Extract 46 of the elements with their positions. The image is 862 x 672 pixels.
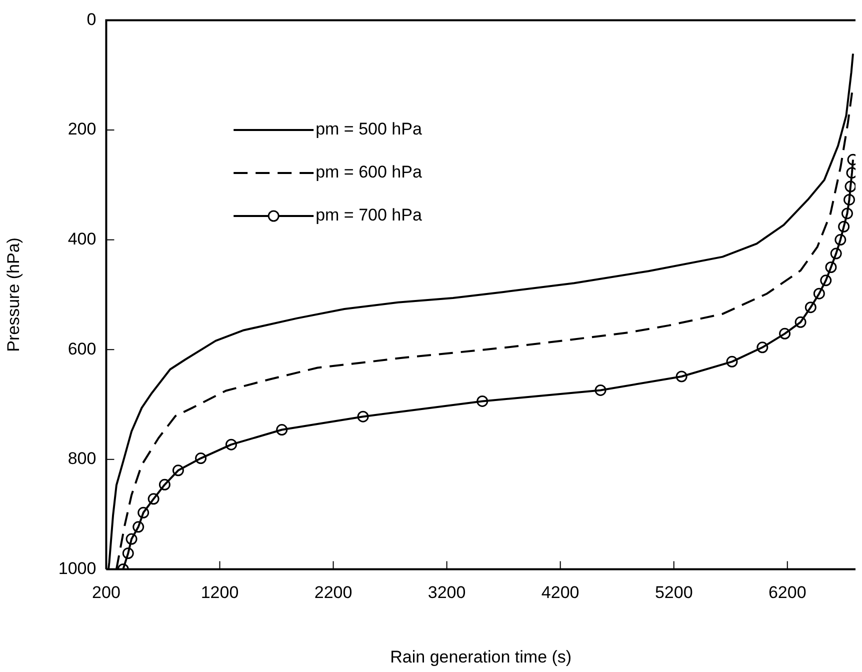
point (158, 478, 170, 490)
x-tick-label: 5200 (654, 583, 693, 602)
point (841, 208, 853, 220)
y-axis-title: Pressure (hPa) (4, 238, 23, 352)
point (844, 194, 856, 206)
point (834, 234, 846, 246)
x-tick-label: 3200 (428, 583, 466, 602)
point (148, 493, 160, 505)
point (838, 220, 850, 232)
point (779, 328, 791, 340)
x-tick-label: 2200 (314, 583, 352, 602)
point (122, 548, 134, 560)
point (172, 464, 184, 476)
point (476, 395, 488, 407)
point (804, 302, 816, 314)
point (844, 180, 856, 192)
x-tick-label: 200 (92, 583, 120, 602)
point (820, 274, 832, 286)
legend-label: pm = 500 hPa (316, 120, 422, 139)
x-tick-label: 6200 (768, 583, 806, 602)
point (794, 316, 806, 328)
legend-label: pm = 600 hPa (316, 162, 422, 182)
point (126, 533, 138, 545)
point (138, 506, 150, 518)
y-tick-label: 200 (68, 120, 96, 139)
point (726, 356, 738, 368)
point (132, 521, 144, 533)
y-tick-label: 600 (68, 339, 96, 358)
point (195, 452, 207, 464)
point (830, 248, 842, 260)
y-tick-label: 0 (86, 10, 96, 29)
point (594, 384, 606, 396)
point (756, 342, 768, 354)
x-tick-label: 1200 (200, 583, 239, 602)
y-tick-label: 1000 (58, 558, 96, 578)
point (676, 370, 688, 382)
x-tick-label: 4200 (541, 583, 580, 602)
legend-label: pm = 700 hPa (316, 206, 422, 225)
point (825, 262, 837, 273)
y-tick-label: 800 (68, 449, 96, 468)
x-axis-title: Rain generation time (s) (390, 647, 572, 666)
point (276, 424, 288, 436)
point (813, 288, 825, 300)
point (357, 410, 369, 422)
y-tick-label: 400 (68, 229, 96, 248)
point (225, 438, 237, 450)
